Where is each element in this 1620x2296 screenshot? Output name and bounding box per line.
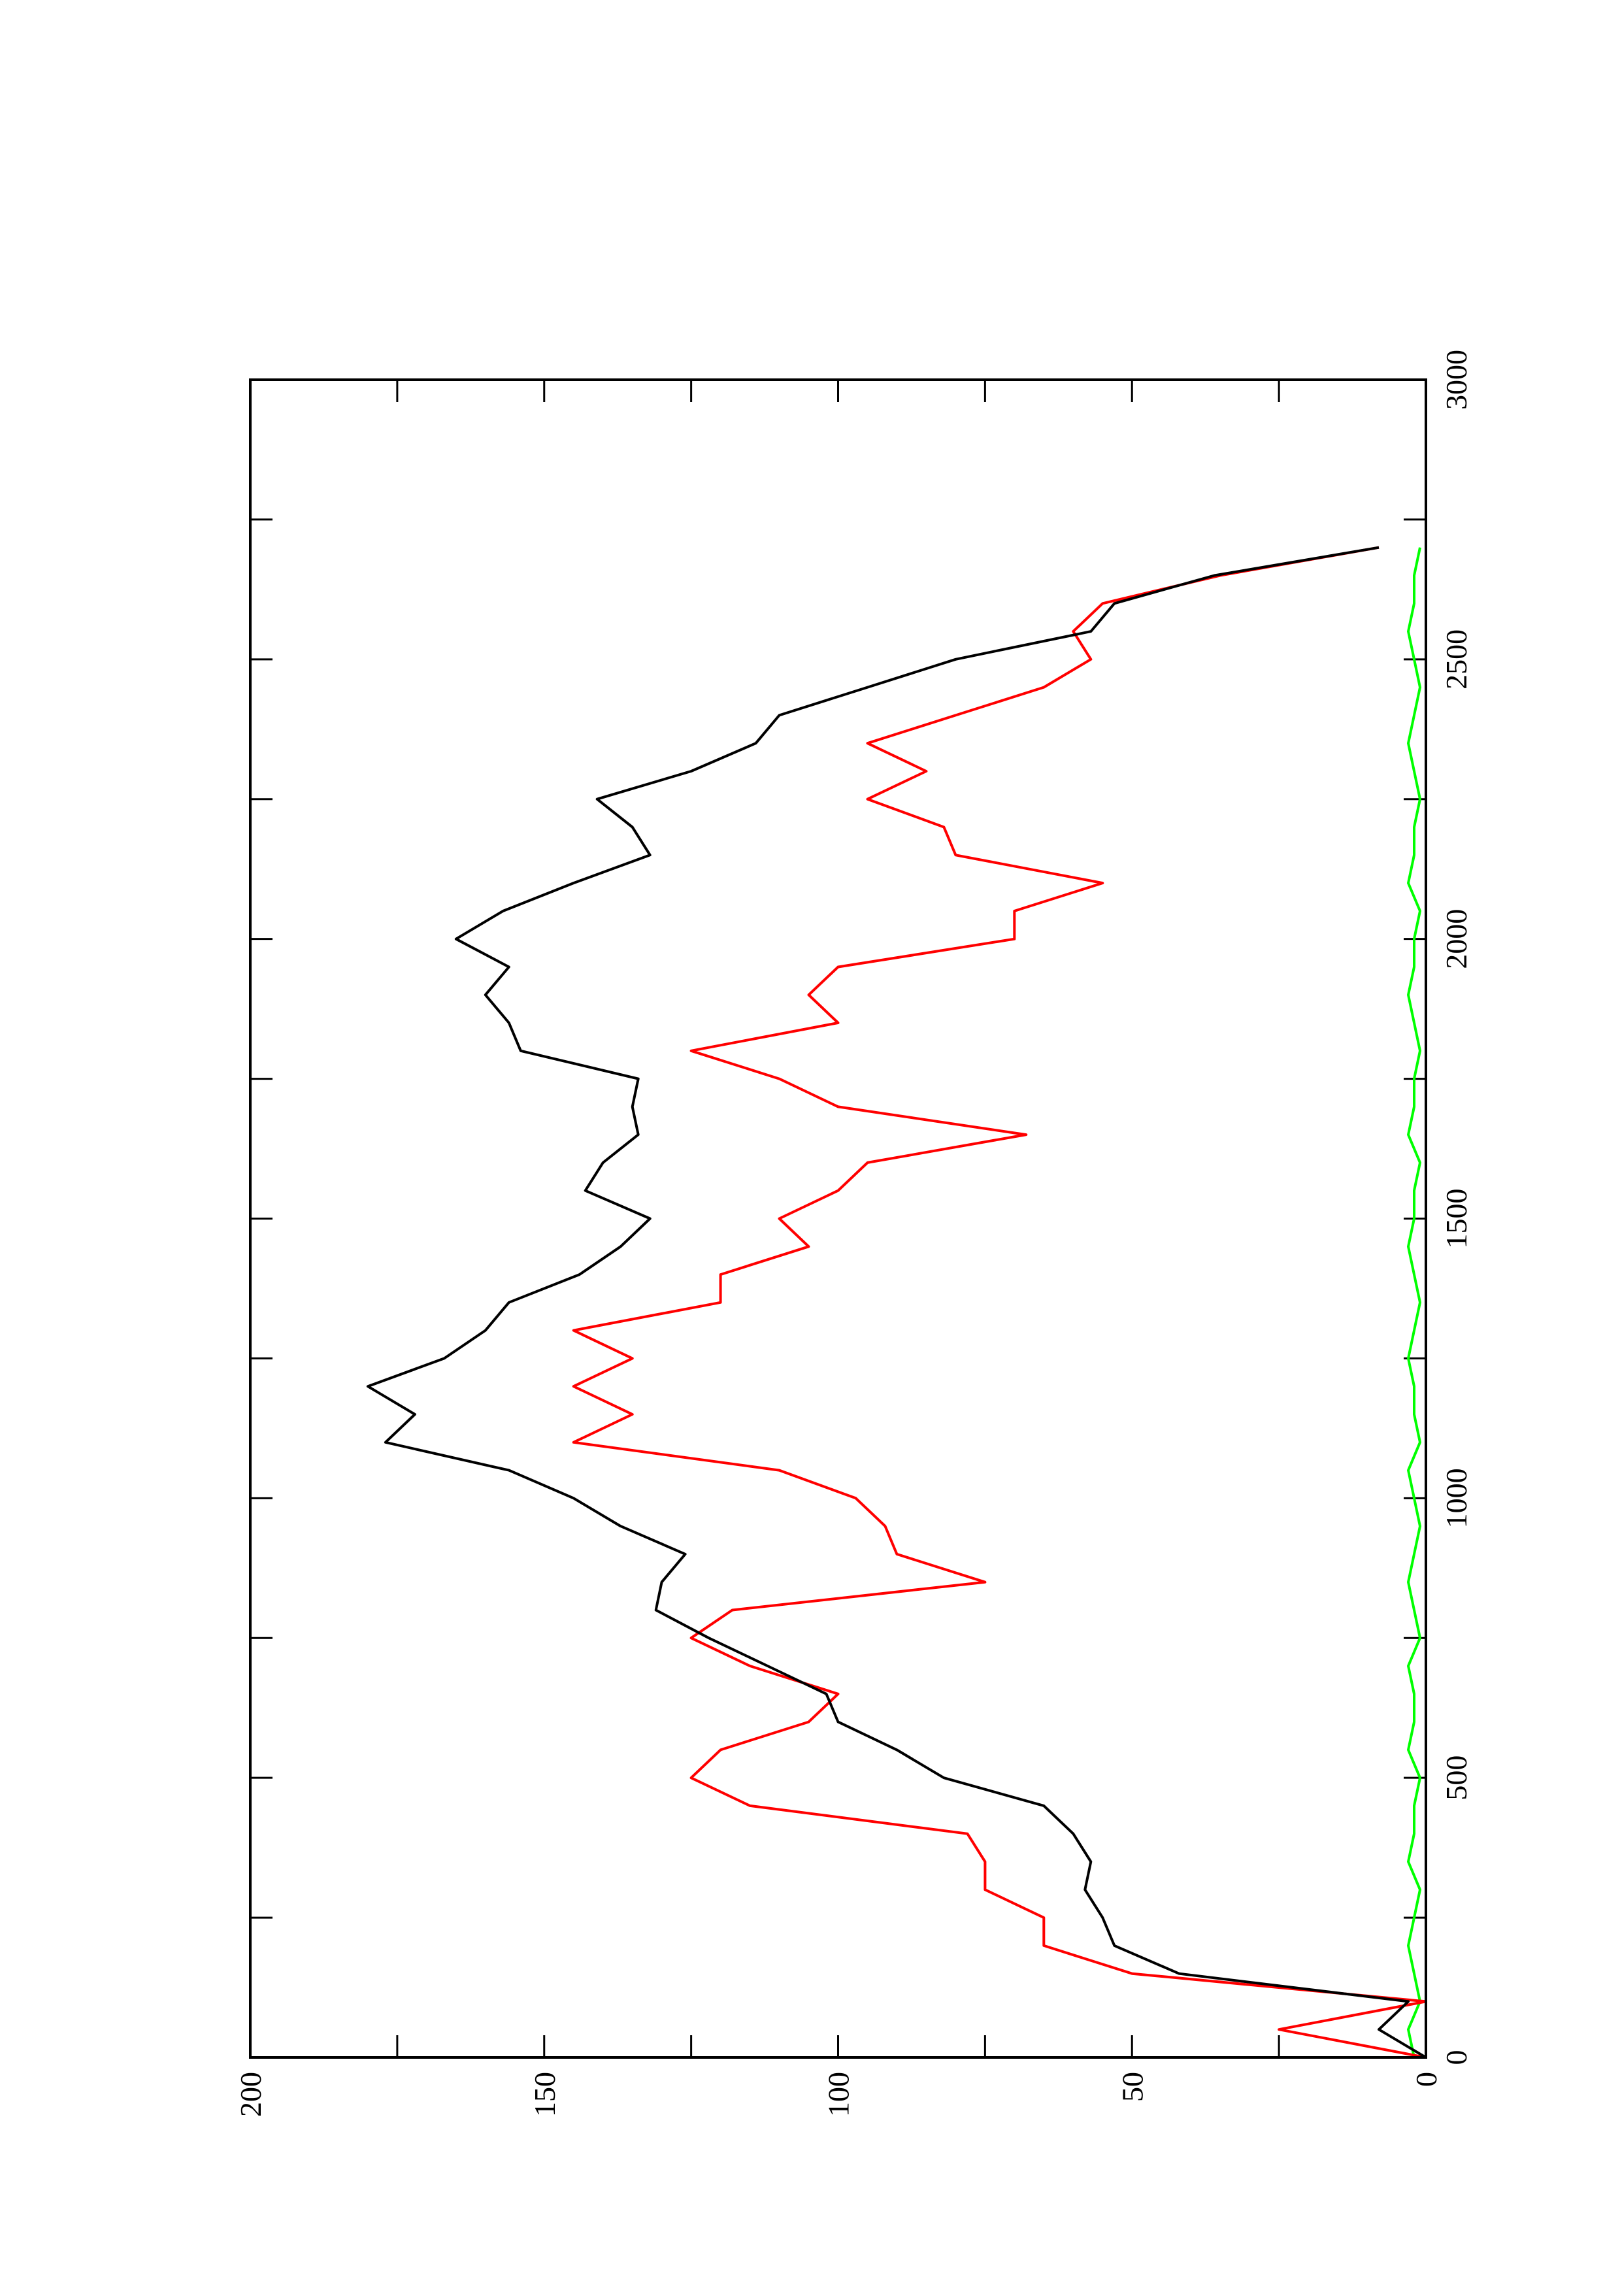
x-tick-label: 2000 xyxy=(1440,909,1473,969)
y-tick-label: 200 xyxy=(234,2072,267,2117)
data-line xyxy=(366,546,1427,2059)
x-tick-label: 1000 xyxy=(1440,1468,1473,1528)
y-tick-label: 100 xyxy=(822,2072,855,2117)
plot-frame xyxy=(249,378,1427,2059)
x-tick-label: 3000 xyxy=(1440,350,1473,410)
plot-area: 0 500 1000 1500 2000 2500 3000 0 50 100 150 200 xyxy=(234,350,1473,2117)
x-tick-label: 1500 xyxy=(1440,1189,1473,1249)
x-tick-label: 2500 xyxy=(1440,629,1473,690)
y-tick-label: 150 xyxy=(528,2072,561,2117)
x-tick-label: 0 xyxy=(1440,2050,1473,2065)
data-line xyxy=(572,546,1427,2059)
x-tick-label: 500 xyxy=(1440,1755,1473,1801)
y-tick-label: 0 xyxy=(1410,2072,1443,2087)
data-line xyxy=(1407,547,1421,2058)
y-tick-label: 50 xyxy=(1116,2072,1149,2102)
